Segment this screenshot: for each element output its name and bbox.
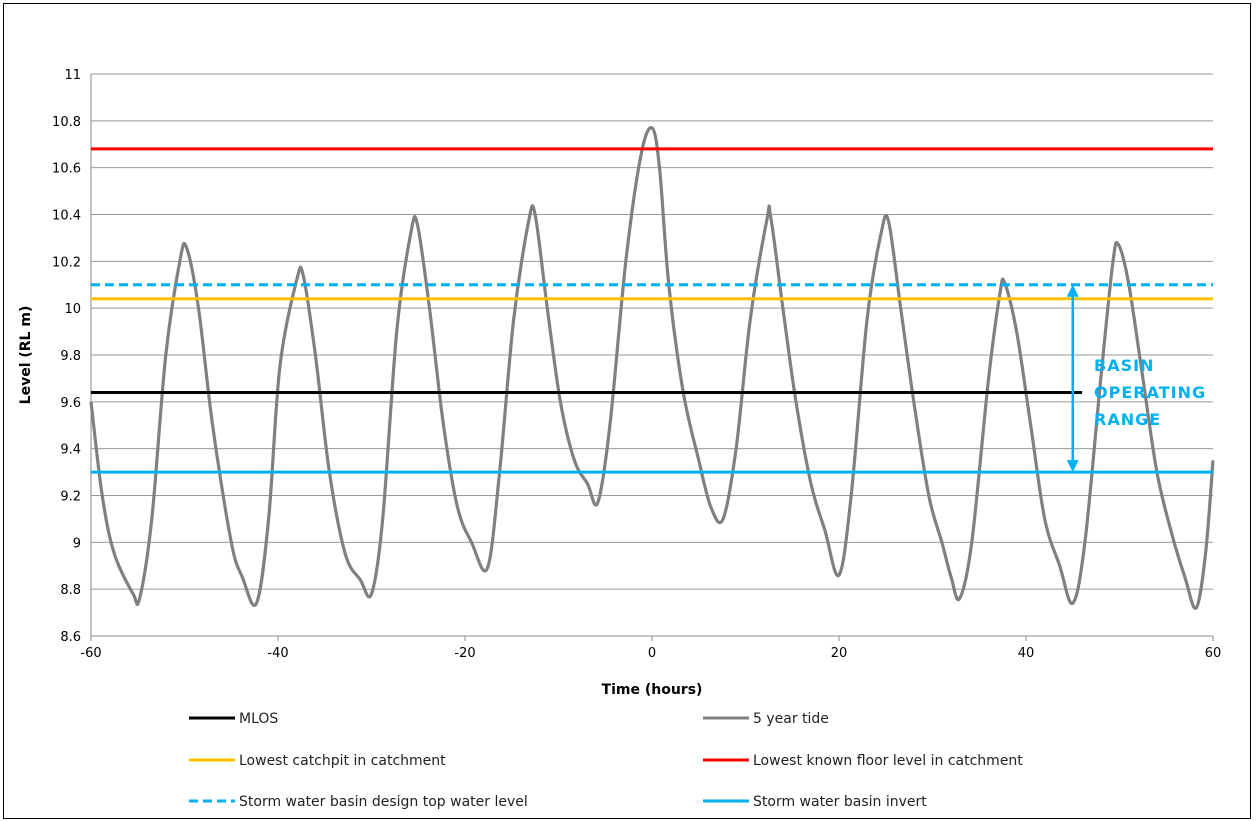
y-tick-label: 10.4 (52, 209, 81, 224)
y-tick-label: 9.2 (60, 490, 81, 505)
x-tick-label: -60 (80, 646, 101, 661)
x-tick-label: 60 (1205, 646, 1222, 661)
series-layer (89, 126, 1215, 610)
basin-operating-range-annotation: BASIN OPERATING RANGE (1066, 284, 1206, 473)
x-tick-label: 0 (648, 646, 656, 661)
legend-item-5-year-tide: 5 year tide (703, 711, 829, 727)
legend-label: Lowest known floor level in catchment (753, 753, 1023, 769)
x-axis-title: Time (hours) (602, 682, 703, 698)
y-tick-label: 8.8 (60, 583, 81, 598)
legend-label: 5 year tide (753, 711, 829, 727)
y-tick-label: 9 (73, 536, 81, 551)
legend-item-storm-water-basin-design-top-water-level: Storm water basin design top water level (189, 794, 528, 810)
legend-item-lowest-catchpit-in-catchment: Lowest catchpit in catchment (189, 753, 446, 769)
y-tick-label: 11 (64, 68, 81, 83)
legend-item-storm-water-basin-invert: Storm water basin invert (703, 794, 927, 810)
range-arrow-head-down (1066, 460, 1079, 473)
legend-label: Storm water basin invert (753, 794, 927, 810)
y-tick-label: 9.4 (60, 443, 81, 458)
legend-item-mlos: MLOS (189, 711, 278, 727)
x-tick-label: -40 (267, 646, 288, 661)
y-tick-label: 10 (64, 302, 81, 317)
legend-label: Storm water basin design top water level (239, 794, 528, 810)
legend-label: Lowest catchpit in catchment (239, 753, 446, 769)
x-tick-label: 20 (831, 646, 848, 661)
y-tick-label: 10.8 (52, 115, 81, 130)
legend-label: MLOS (239, 711, 278, 727)
y-tick-label: 10.6 (52, 162, 81, 177)
y-tick-label: 9.6 (60, 396, 81, 411)
range-arrow-head-up (1066, 284, 1079, 297)
y-tick-label: 8.6 (60, 630, 81, 645)
y-tick-label: 9.8 (60, 349, 81, 364)
y-axis-title: Level (RL m) (18, 306, 34, 405)
y-axis-tick-labels: 8.6 8.8 9 9.2 9.4 9.6 9.8 10 10.2 10.4 10.6 10.8 11 (52, 68, 81, 645)
y-tick-label: 10.2 (52, 255, 81, 270)
x-axis-tick-labels: -60 -40 -20 0 20 40 60 (80, 636, 1221, 661)
legend: MLOS 5 year tide Lowest catchpit in catchm… (189, 711, 1023, 810)
annotation-text-line: RANGE (1094, 410, 1161, 429)
x-tick-label: 40 (1018, 646, 1035, 661)
gridlines (90, 73, 1213, 637)
series-5-year-tide (89, 126, 1215, 610)
x-tick-label: -20 (454, 646, 475, 661)
annotation-text-line: BASIN (1094, 356, 1154, 375)
annotation-text-line: OPERATING (1094, 383, 1206, 402)
legend-item-lowest-known-floor-level-in-catchment: Lowest known floor level in catchment (703, 753, 1023, 769)
